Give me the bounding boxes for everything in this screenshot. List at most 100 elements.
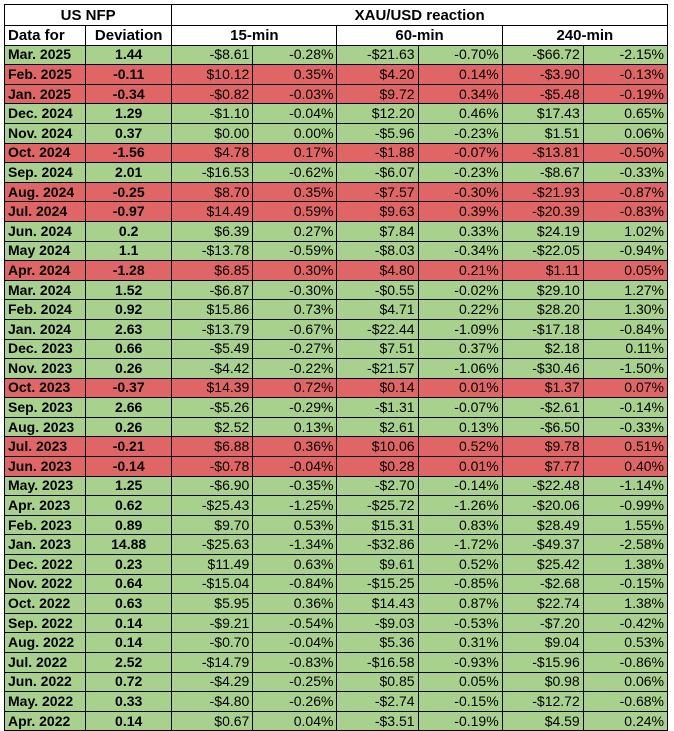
row-15min-usd: $6.88 <box>171 436 254 458</box>
row-date: Apr. 2024 <box>3 260 87 281</box>
row-240min-usd: $9.78 <box>501 436 584 458</box>
row-60min-usd: $12.20 <box>336 103 419 124</box>
row-60min-usd: $0.14 <box>336 377 419 399</box>
row-240min-pct: -0.87% <box>582 181 669 203</box>
row-60min-usd: -$6.07 <box>336 162 419 183</box>
row-60min-usd: -$2.70 <box>336 475 419 497</box>
table-row: Aug. 2023 0.26 $2.52 0.13% $2.61 0.13% -$6.50-… <box>3 416 669 438</box>
table-row: Apr. 2024 -1.28 $6.85 0.30% $4.80 0.21% $1.11 0… <box>3 260 669 281</box>
row-60min-usd: $9.72 <box>336 83 419 105</box>
row-240min-pct: -0.33% <box>582 162 669 183</box>
row-15min-pct: -1.25% <box>252 495 338 516</box>
row-15min-pct: -0.29% <box>252 397 338 418</box>
row-15min-usd: -$4.29 <box>171 671 254 693</box>
row-15min-pct: 0.13% <box>252 416 338 438</box>
60-min-header: 60-min <box>336 25 503 46</box>
row-deviation: 14.88 <box>85 534 173 556</box>
row-240min-usd: -$3.90 <box>501 64 584 85</box>
row-60min-pct: -0.07% <box>417 397 503 418</box>
row-60min-pct: 0.46% <box>417 103 503 124</box>
row-240min-usd: $9.04 <box>501 632 584 653</box>
table-row: Jul. 2022 2.52 -$14.79 -0.83% -$16.58 -0.93% -… <box>3 652 669 673</box>
row-60min-pct: 0.52% <box>417 554 503 575</box>
row-deviation: -0.11 <box>85 64 173 85</box>
table-row: Nov. 2023 0.26 -$4.42 -0.22% -$21.57 -1.06% -$… <box>3 358 669 379</box>
row-15min-usd: $5.95 <box>171 593 254 614</box>
row-60min-pct: -0.93% <box>417 652 503 673</box>
row-60min-pct: -0.70% <box>417 44 503 66</box>
table-row: Apr. 2023 0.62 -$25.43 -1.25% -$25.72 -1.26% -… <box>3 495 669 516</box>
nfp-reaction-table: US NFP XAU/USD reaction Data for Deviati… <box>3 4 669 731</box>
row-60min-usd: -$32.86 <box>336 534 419 556</box>
row-60min-pct: -1.06% <box>417 358 503 379</box>
row-15min-usd: -$13.78 <box>171 240 254 262</box>
table-row: Dec. 2022 0.23 $11.49 0.63% $9.61 0.52% $25.42… <box>3 554 669 575</box>
row-60min-usd: -$7.57 <box>336 181 419 203</box>
row-deviation: 0.62 <box>85 495 173 516</box>
row-240min-pct: 1.02% <box>582 220 669 242</box>
row-15min-pct: -0.83% <box>252 652 338 673</box>
table-row: Jun. 2023 -0.14 -$0.78 -0.04% $0.28 0.01% $7.7… <box>3 456 669 477</box>
row-60min-pct: -1.09% <box>417 318 503 340</box>
table-row: Jun. 2022 0.72 -$4.29 -0.25% $0.85 0.05% $0.98… <box>3 671 669 693</box>
row-240min-pct: 0.53% <box>582 632 669 653</box>
row-60min-pct: -0.23% <box>417 122 503 144</box>
data-for-header: Data for <box>3 25 87 46</box>
row-60min-usd: -$0.55 <box>336 279 419 301</box>
row-240min-pct: 0.24% <box>582 710 669 731</box>
row-60min-pct: 0.21% <box>417 260 503 281</box>
table-row: May 2024 1.1 -$13.78 -0.59% -$8.03 -0.34% -$22… <box>3 240 669 262</box>
row-deviation: 0.14 <box>85 612 173 634</box>
row-deviation: -0.14 <box>85 456 173 477</box>
row-15min-pct: -0.62% <box>252 162 338 183</box>
row-15min-usd: -$6.90 <box>171 475 254 497</box>
row-60min-pct: 0.39% <box>417 201 503 222</box>
row-deviation: 0.63 <box>85 593 173 614</box>
row-date: Dec. 2022 <box>3 554 87 575</box>
table-row: Feb. 2023 0.89 $9.70 0.53% $15.31 0.83% $28.49… <box>3 514 669 536</box>
row-15min-usd: $6.85 <box>171 260 254 281</box>
row-240min-usd: $29.10 <box>501 279 584 301</box>
row-60min-pct: 0.22% <box>417 299 503 320</box>
row-15min-pct: 0.53% <box>252 514 338 536</box>
row-date: Oct. 2023 <box>3 377 87 399</box>
row-date: Mar. 2024 <box>3 279 87 301</box>
row-60min-usd: -$1.31 <box>336 397 419 418</box>
row-60min-usd: -$1.88 <box>336 142 419 164</box>
row-15min-pct: 0.59% <box>252 201 338 222</box>
row-60min-pct: 0.14% <box>417 64 503 85</box>
row-deviation: 0.66 <box>85 338 173 360</box>
row-240min-pct: 1.55% <box>582 514 669 536</box>
row-15min-pct: -0.04% <box>252 456 338 477</box>
row-15min-pct: -0.84% <box>252 573 338 595</box>
row-15min-usd: $0.67 <box>171 710 254 731</box>
row-240min-usd: -$20.39 <box>501 201 584 222</box>
row-240min-usd: -$2.68 <box>501 573 584 595</box>
row-15min-pct: 0.17% <box>252 142 338 164</box>
row-60min-pct: -0.19% <box>417 710 503 731</box>
row-240min-pct: -0.15% <box>582 573 669 595</box>
row-15min-usd: -$5.26 <box>171 397 254 418</box>
row-date: Feb. 2024 <box>3 299 87 320</box>
row-240min-pct: -1.50% <box>582 358 669 379</box>
row-240min-pct: 0.06% <box>582 122 669 144</box>
row-15min-pct: -0.22% <box>252 358 338 379</box>
row-date: Jul. 2022 <box>3 652 87 673</box>
row-date: Aug. 2024 <box>3 181 87 203</box>
row-60min-pct: -0.07% <box>417 142 503 164</box>
240-min-header: 240-min <box>501 25 669 46</box>
row-240min-usd: $4.59 <box>501 710 584 731</box>
row-deviation: 0.37 <box>85 122 173 144</box>
row-60min-usd: $4.20 <box>336 64 419 85</box>
row-deviation: -0.37 <box>85 377 173 399</box>
row-deviation: -1.28 <box>85 260 173 281</box>
row-60min-usd: $5.36 <box>336 632 419 653</box>
row-date: May. 2022 <box>3 691 87 712</box>
row-15min-usd: $2.52 <box>171 416 254 438</box>
row-240min-usd: -$8.67 <box>501 162 584 183</box>
row-deviation: 0.26 <box>85 358 173 379</box>
row-60min-pct: -0.23% <box>417 162 503 183</box>
row-15min-pct: -0.59% <box>252 240 338 262</box>
table-row: Nov. 2022 0.64 -$15.04 -0.84% -$15.25 -0.85% -… <box>3 573 669 595</box>
row-240min-usd: $22.74 <box>501 593 584 614</box>
